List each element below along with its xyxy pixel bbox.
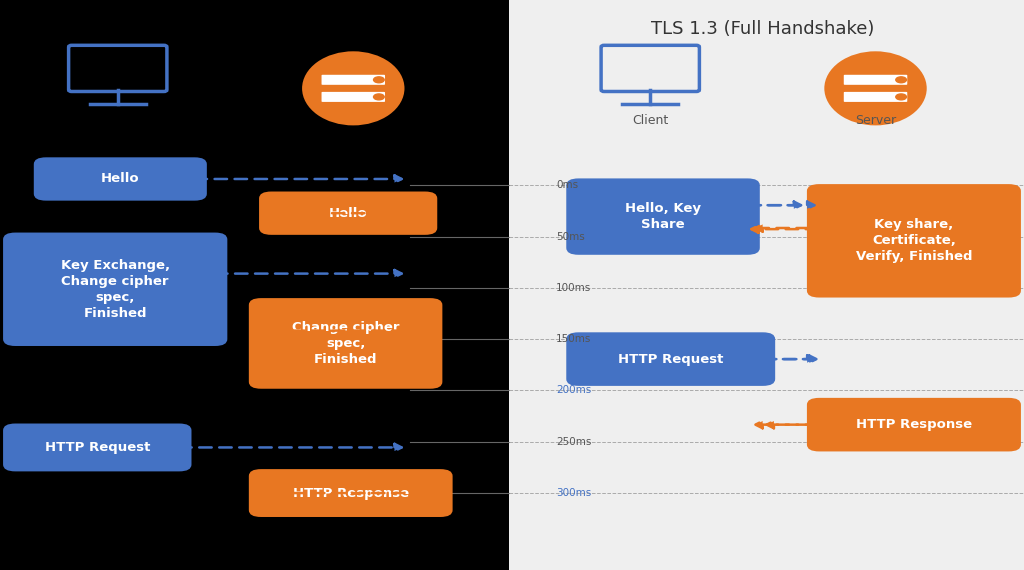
Circle shape [896,94,906,100]
Circle shape [374,94,384,100]
FancyBboxPatch shape [601,46,699,91]
Text: Key share,
Certificate,
Verify, Finished: Key share, Certificate, Verify, Finished [856,218,972,263]
Text: HTTP Request: HTTP Request [45,441,150,454]
Text: 100ms: 100ms [556,283,591,293]
FancyBboxPatch shape [844,75,907,85]
Text: 200ms: 200ms [556,385,591,396]
FancyBboxPatch shape [3,233,227,346]
Text: Key Exchange,
Change cipher
spec,
Finished: Key Exchange, Change cipher spec, Finish… [60,259,170,320]
Circle shape [896,77,906,83]
Text: 0ms: 0ms [556,180,579,190]
Text: HTTP Response: HTTP Response [293,487,409,499]
FancyBboxPatch shape [249,469,453,517]
Text: 50ms: 50ms [556,231,585,242]
Text: Server: Server [855,114,896,127]
Text: Client: Client [632,114,669,127]
FancyBboxPatch shape [34,157,207,201]
Circle shape [374,77,384,83]
Ellipse shape [824,51,927,125]
FancyBboxPatch shape [807,184,1021,298]
Text: TLS 1.3 (Full Handshake): TLS 1.3 (Full Handshake) [651,20,874,38]
FancyBboxPatch shape [844,92,907,102]
Ellipse shape [302,51,404,125]
FancyBboxPatch shape [807,398,1021,451]
Text: 300ms: 300ms [556,488,591,498]
Text: Hello, Key
Share: Hello, Key Share [625,202,701,231]
Text: HTTP Response: HTTP Response [856,418,972,431]
Bar [509,0,1024,570]
FancyBboxPatch shape [566,178,760,255]
FancyBboxPatch shape [322,75,385,85]
FancyBboxPatch shape [3,424,191,471]
FancyBboxPatch shape [566,332,775,386]
Bar [0,0,509,570]
FancyBboxPatch shape [249,298,442,389]
Text: Change cipher
spec,
Finished: Change cipher spec, Finished [292,321,399,366]
Text: 150ms: 150ms [556,334,592,344]
Text: Hello: Hello [101,173,139,185]
FancyBboxPatch shape [322,92,385,102]
FancyBboxPatch shape [259,192,437,235]
Text: Hello: Hello [329,207,368,219]
Text: 250ms: 250ms [556,437,592,447]
FancyBboxPatch shape [69,46,167,91]
Text: HTTP Request: HTTP Request [618,353,723,365]
